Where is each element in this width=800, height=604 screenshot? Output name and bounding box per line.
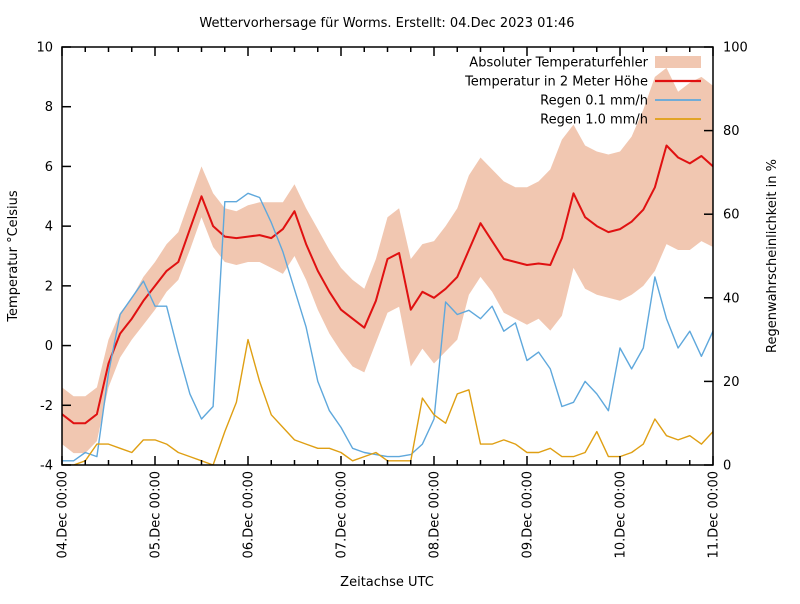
y-left-tick-label: 0 [45, 339, 53, 354]
regen-1-0-mm-h-line [62, 338, 713, 465]
legend: Absoluter Temperaturfehler Temperatur in … [464, 56, 701, 128]
x-tick-label: 05.Dec 00:00 [149, 471, 164, 558]
x-tick-label: 07.Dec 00:00 [335, 471, 350, 558]
y-right-tick-label: 40 [723, 291, 740, 306]
y-left-tick-label: 4 [45, 220, 53, 235]
temperatur-in-2-meter-h-he-line [62, 144, 713, 425]
legend-band-swatch [655, 56, 701, 68]
x-tick-label: 10.Dec 00:00 [614, 471, 629, 558]
x-tick-label: 08.Dec 00:00 [428, 471, 443, 558]
x-axis-label: Zeitachse UTC [340, 575, 434, 590]
y-left-tick-label: 6 [45, 160, 53, 175]
chart-title: Wettervorhersage für Worms. Erstellt: 04… [199, 16, 574, 31]
y-right-tick-label: 0 [723, 459, 731, 474]
y-axis-label-left: Temperatur °Celsius [6, 190, 21, 323]
y-left-tick-label: -4 [40, 459, 53, 474]
y-axis-label-right: Regenwahrscheinlichkeit in % [765, 159, 780, 353]
x-tick-label: 11.Dec 00:00 [707, 471, 722, 558]
x-tick-label: 04.Dec 00:00 [56, 471, 71, 558]
y-left-tick-label: 10 [36, 41, 53, 56]
legend-label: Absoluter Temperaturfehler [469, 56, 648, 71]
y-left-tick-label: -2 [40, 399, 53, 414]
y-right-tick-label: 60 [723, 208, 740, 223]
y-right-tick-label: 80 [723, 124, 740, 139]
legend-label: Regen 0.1 mm/h [540, 94, 648, 109]
y-left-tick-label: 8 [45, 100, 53, 115]
x-tick-label: 09.Dec 00:00 [521, 471, 536, 558]
plot-area: 04.Dec 00:00 05.Dec 00:00 06.Dec 00:00 07.D… [36, 41, 747, 559]
legend-label: Regen 1.0 mm/h [540, 113, 648, 128]
legend-label: Temperatur in 2 Meter Höhe [464, 75, 648, 90]
y-right-tick-label: 20 [723, 375, 740, 390]
y-right-tick-label: 100 [723, 41, 748, 56]
series-layer [62, 67, 713, 465]
x-tick-label: 06.Dec 00:00 [242, 471, 257, 558]
y-left-tick-label: 2 [45, 279, 53, 294]
regen-0-1-mm-h-line [62, 192, 713, 462]
